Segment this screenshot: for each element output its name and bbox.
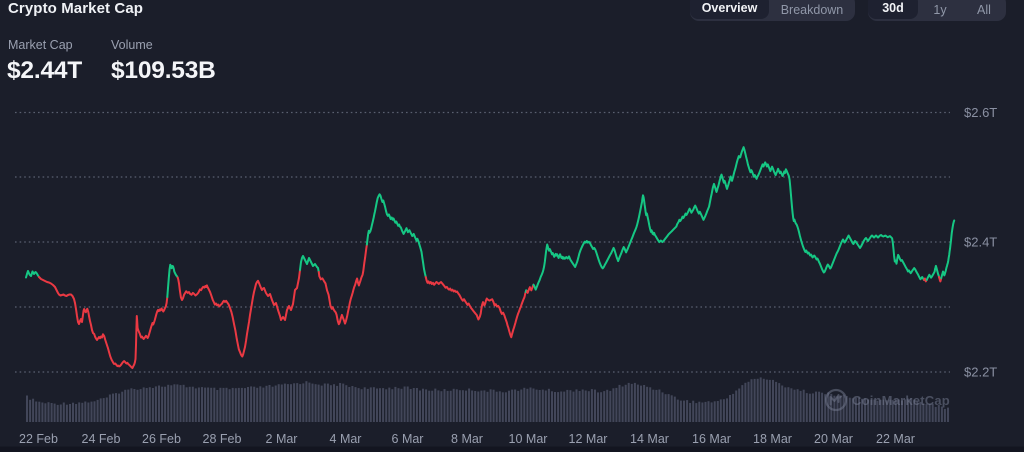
svg-text:6 Mar: 6 Mar <box>392 432 424 446</box>
svg-text:4 Mar: 4 Mar <box>330 432 362 446</box>
svg-text:12 Mar: 12 Mar <box>569 432 608 446</box>
svg-text:22 Mar: 22 Mar <box>876 432 915 446</box>
svg-text:$2.6T: $2.6T <box>964 105 997 120</box>
svg-text:18 Mar: 18 Mar <box>753 432 792 446</box>
svg-text:28 Feb: 28 Feb <box>203 432 242 446</box>
svg-text:24 Feb: 24 Feb <box>82 432 121 446</box>
svg-text:26 Feb: 26 Feb <box>142 432 181 446</box>
svg-text:14 Mar: 14 Mar <box>630 432 669 446</box>
svg-text:CoinMarketCap: CoinMarketCap <box>852 393 950 408</box>
svg-text:$2.2T: $2.2T <box>964 365 997 380</box>
svg-text:16 Mar: 16 Mar <box>692 432 731 446</box>
svg-text:$2.4T: $2.4T <box>964 235 997 250</box>
svg-text:8 Mar: 8 Mar <box>451 432 483 446</box>
svg-text:2 Mar: 2 Mar <box>266 432 298 446</box>
svg-text:10 Mar: 10 Mar <box>509 432 548 446</box>
svg-text:20 Mar: 20 Mar <box>814 432 853 446</box>
svg-text:22 Feb: 22 Feb <box>19 432 58 446</box>
